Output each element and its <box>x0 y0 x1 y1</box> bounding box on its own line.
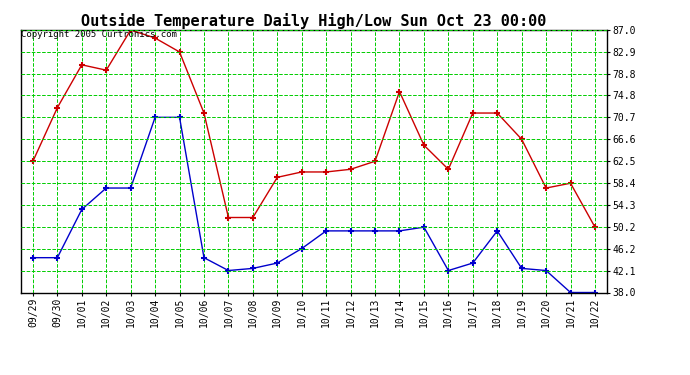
Title: Outside Temperature Daily High/Low Sun Oct 23 00:00: Outside Temperature Daily High/Low Sun O… <box>81 13 546 29</box>
Text: Copyright 2005 Curtronics.com: Copyright 2005 Curtronics.com <box>21 30 177 39</box>
